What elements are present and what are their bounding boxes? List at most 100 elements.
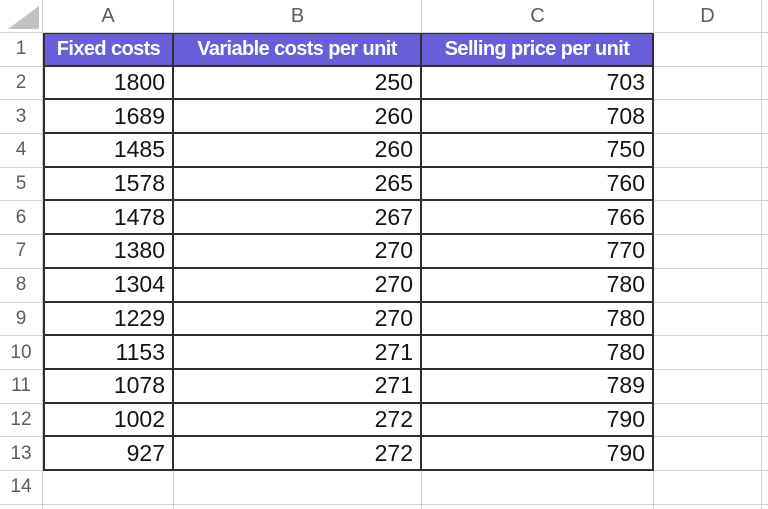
row-header-13[interactable]: 13	[0, 437, 43, 471]
row-header-14[interactable]: 14	[0, 470, 43, 505]
cell-B15[interactable]	[174, 504, 422, 509]
cell-B14[interactable]	[174, 470, 422, 505]
cell-A13[interactable]: 927	[43, 437, 174, 471]
cell-C10[interactable]: 780	[422, 336, 654, 370]
cell-B5[interactable]: 265	[174, 167, 422, 202]
cell-A6[interactable]: 1478	[43, 201, 174, 236]
cell-A10[interactable]: 1153	[43, 336, 174, 370]
column-header-C[interactable]: C	[422, 0, 654, 33]
cell-C5[interactable]: 760	[422, 167, 654, 202]
sheet-row-7: 7 1380 270 770	[0, 235, 768, 269]
cell-B4[interactable]: 260	[174, 134, 422, 168]
sheet-row-10: 10 1153 271 780	[0, 336, 768, 370]
cell-B2[interactable]: 250	[174, 66, 422, 101]
row-header-8[interactable]: 8	[0, 268, 43, 303]
sheet-row-11: 11 1078 271 789	[0, 369, 768, 404]
cell-D6[interactable]	[654, 201, 762, 236]
cell-C14[interactable]	[422, 470, 654, 505]
cell-E5	[762, 168, 768, 202]
cell-B12[interactable]: 272	[174, 403, 422, 438]
cell-B9[interactable]: 270	[174, 302, 422, 337]
row-header-11[interactable]: 11	[0, 369, 43, 404]
cell-D14[interactable]	[654, 470, 762, 505]
cell-C3[interactable]: 708	[422, 100, 654, 135]
cell-D5[interactable]	[654, 167, 762, 202]
cell-E15	[762, 505, 768, 509]
cell-C4[interactable]: 750	[422, 134, 654, 168]
row-header-6[interactable]: 6	[0, 201, 43, 236]
cell-B11[interactable]: 271	[174, 369, 422, 404]
row-header-3[interactable]: 3	[0, 100, 43, 135]
cell-D2[interactable]	[654, 66, 762, 101]
cell-D3[interactable]	[654, 100, 762, 135]
sheet-row-14: 14	[0, 470, 768, 505]
cell-B10[interactable]: 271	[174, 336, 422, 370]
cell-A7[interactable]: 1380	[43, 235, 174, 269]
sheet-row-6: 6 1478 267 766	[0, 201, 768, 236]
row-header-10[interactable]: 10	[0, 336, 43, 370]
cell-D4[interactable]	[654, 134, 762, 168]
column-header-B[interactable]: B	[174, 0, 422, 33]
cell-D10[interactable]	[654, 336, 762, 370]
cell-C12[interactable]: 790	[422, 403, 654, 438]
cell-A12[interactable]: 1002	[43, 403, 174, 438]
cell-C13[interactable]: 790	[422, 437, 654, 471]
cell-C9[interactable]: 780	[422, 302, 654, 337]
cell-B8[interactable]: 270	[174, 268, 422, 303]
cell-B3[interactable]: 260	[174, 100, 422, 135]
row-header-1[interactable]: 1	[0, 33, 43, 67]
cell-D15[interactable]	[654, 504, 762, 509]
cell-A1[interactable]: Fixed costs	[43, 33, 174, 67]
cell-A2[interactable]: 1800	[43, 66, 174, 101]
row-header-15[interactable]	[0, 504, 43, 509]
sheet-row-12: 12 1002 272 790	[0, 403, 768, 438]
select-all-corner[interactable]	[0, 0, 43, 33]
cell-D13[interactable]	[654, 437, 762, 471]
cell-C7[interactable]: 770	[422, 235, 654, 269]
row-header-9[interactable]: 9	[0, 302, 43, 337]
column-header-D[interactable]: D	[654, 0, 762, 33]
sheet-row-2: 2 1800 250 703	[0, 66, 768, 101]
cell-E1	[762, 33, 768, 67]
cell-E7	[762, 235, 768, 269]
cell-A5[interactable]: 1578	[43, 167, 174, 202]
cell-C2[interactable]: 703	[422, 66, 654, 101]
cell-C1[interactable]: Selling price per unit	[422, 33, 654, 67]
cell-D9[interactable]	[654, 302, 762, 337]
cell-C11[interactable]: 789	[422, 369, 654, 404]
row-header-5[interactable]: 5	[0, 167, 43, 202]
cell-B13[interactable]: 272	[174, 437, 422, 471]
cell-B6[interactable]: 267	[174, 201, 422, 236]
row-header-2[interactable]: 2	[0, 66, 43, 101]
cell-B7[interactable]: 270	[174, 235, 422, 269]
grid-rows: 1 Fixed costs Variable costs per unit Selli…	[0, 33, 768, 509]
cell-D7[interactable]	[654, 235, 762, 269]
cell-E3	[762, 100, 768, 135]
cell-A14[interactable]	[43, 470, 174, 505]
cell-A4[interactable]: 1485	[43, 134, 174, 168]
cell-A3[interactable]: 1689	[43, 100, 174, 135]
sheet-row-4: 4 1485 260 750	[0, 134, 768, 168]
select-all-triangle-icon	[8, 6, 39, 29]
cell-A15[interactable]	[43, 504, 174, 509]
sheet-row-1: 1 Fixed costs Variable costs per unit Selli…	[0, 33, 768, 67]
cell-D1[interactable]	[654, 33, 762, 67]
cell-A8[interactable]: 1304	[43, 268, 174, 303]
cell-A11[interactable]: 1078	[43, 369, 174, 404]
cell-C6[interactable]: 766	[422, 201, 654, 236]
cell-D12[interactable]	[654, 403, 762, 438]
sheet-row-5: 5 1578 265 760	[0, 167, 768, 202]
row-header-7[interactable]: 7	[0, 235, 43, 269]
cell-C8[interactable]: 780	[422, 268, 654, 303]
cell-A9[interactable]: 1229	[43, 302, 174, 337]
cell-D11[interactable]	[654, 369, 762, 404]
cell-E12	[762, 404, 768, 438]
row-header-4[interactable]: 4	[0, 134, 43, 168]
cell-C15[interactable]	[422, 504, 654, 509]
sheet-row-8: 8 1304 270 780	[0, 268, 768, 303]
cell-B1[interactable]: Variable costs per unit	[174, 33, 422, 67]
cell-D8[interactable]	[654, 268, 762, 303]
column-header-A[interactable]: A	[43, 0, 174, 33]
row-header-12[interactable]: 12	[0, 403, 43, 438]
